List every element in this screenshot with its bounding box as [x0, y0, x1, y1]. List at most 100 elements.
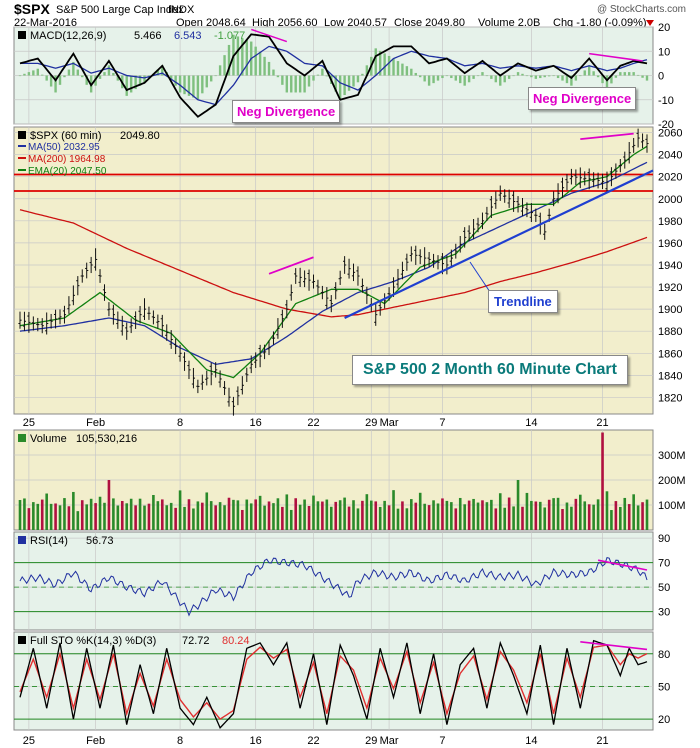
macd-histogram-bar — [325, 75, 329, 77]
volume-bar — [356, 508, 360, 530]
volume-bar — [574, 498, 578, 530]
volume-bar — [641, 502, 644, 530]
neg-divergence-callout-2: Neg Divergence — [528, 87, 637, 110]
volume-bar — [258, 495, 262, 530]
symbol: $SPX — [14, 1, 50, 17]
trendline — [344, 169, 654, 319]
macd-histogram-bar — [169, 75, 173, 79]
volume-bar — [241, 509, 244, 530]
macd-histogram-bar — [49, 75, 53, 87]
volume-bar — [165, 505, 169, 530]
macd-histogram-bar — [161, 65, 164, 76]
volume-bar — [343, 497, 346, 530]
volume-bar — [63, 498, 66, 530]
macd-histogram-bar — [290, 75, 293, 93]
volume-label: Volume — [30, 433, 67, 445]
macd-histogram-bar — [570, 75, 573, 86]
y-tick-label: 1820 — [658, 392, 682, 404]
ema20-line — [19, 145, 648, 379]
volume-bar — [503, 507, 507, 530]
volume-bar — [472, 498, 475, 530]
volume-bar — [352, 500, 355, 530]
ohlc-high: High 2056.60 — [252, 17, 317, 29]
chart-title-callout: S&P 500 2 Month 60 Minute Chart — [352, 355, 628, 385]
macd-histogram-bar — [454, 75, 457, 81]
x-tick-label: 25 — [23, 417, 35, 429]
macd-histogram-bar — [210, 75, 213, 82]
macd-histogram-bar — [556, 75, 560, 79]
macd-histogram-bar — [574, 75, 578, 81]
volume-bar — [410, 499, 413, 530]
price-last: 2049.80 — [120, 130, 160, 142]
macd-histogram-bar — [134, 75, 137, 90]
macd-histogram-bar — [632, 72, 635, 76]
volume-value: 105,530,216 — [76, 433, 137, 445]
macd-histogram-bar — [187, 75, 191, 96]
y-tick-label: 20 — [658, 714, 670, 726]
volume-bar — [338, 500, 342, 530]
macd-histogram-bar — [378, 50, 382, 76]
macd-histogram-bar — [628, 72, 631, 76]
volume-bar — [294, 498, 298, 530]
volume-bar — [334, 501, 338, 530]
y-tick-label: 50 — [658, 681, 670, 693]
volume-bar — [361, 500, 364, 530]
macd-histogram-bar — [396, 61, 400, 76]
rsi-line — [19, 556, 648, 617]
volume-bar — [530, 500, 533, 530]
volume-bar — [610, 510, 613, 530]
x-tick-label: 8 — [177, 735, 183, 747]
volume-bar — [583, 501, 587, 530]
macd-histogram-bar — [281, 75, 284, 85]
macd-histogram-bar — [298, 75, 302, 93]
volume-bar — [454, 508, 458, 530]
macd-histogram-bar — [129, 75, 133, 93]
volume-bar — [272, 503, 275, 530]
rsi-legend-swatch — [18, 536, 26, 544]
volume-bar — [441, 498, 444, 530]
volume-bar — [94, 503, 97, 530]
macd-histogram-bar — [201, 75, 204, 94]
macd-histogram-bar — [530, 75, 533, 78]
price-divergence-line — [268, 256, 314, 275]
macd-histogram-bar — [561, 75, 564, 81]
macd-histogram-bar — [112, 72, 115, 76]
x-tick-label: 21 — [596, 417, 608, 429]
volume-bar — [116, 505, 120, 530]
macd-histogram-bar — [521, 73, 524, 76]
macd-histogram-bar — [641, 75, 644, 78]
macd-histogram-bar — [481, 72, 484, 76]
volume-bar — [214, 505, 217, 530]
price-legend-swatch — [18, 131, 26, 139]
macd-histogram-bar — [427, 75, 431, 86]
rsi-value: 56.73 — [86, 535, 114, 547]
volume-bar — [254, 499, 257, 530]
y-tick-label: 300M — [658, 450, 686, 462]
volume-bar — [174, 507, 177, 530]
macd-histogram-bar — [303, 75, 306, 93]
volume-bar — [285, 494, 289, 530]
macd-histogram-bar — [125, 75, 128, 96]
macd-histogram-bar — [485, 75, 489, 77]
macd-histogram-bar — [174, 75, 177, 86]
macd-histogram-bar — [85, 75, 88, 85]
volume-bar — [18, 500, 22, 530]
macd-histogram-bar — [361, 73, 364, 76]
x-tick-label: Feb — [86, 417, 105, 429]
macd-histogram-bar — [45, 75, 48, 81]
macd-histogram-bar — [316, 74, 320, 76]
macd-histogram-bar — [490, 75, 493, 79]
y-tick-label: 10 — [658, 46, 670, 58]
volume-bar — [321, 501, 324, 530]
x-tick-label: 22 — [307, 735, 319, 747]
volume-bar — [396, 508, 400, 530]
volume-bar — [89, 498, 93, 530]
x-tick-label: 29 — [365, 417, 377, 429]
ma50-label: MA(50) 2032.95 — [28, 142, 100, 153]
volume-bar — [209, 501, 213, 530]
macd-histogram-bar — [419, 75, 422, 78]
volume-bar — [67, 506, 71, 530]
macd-histogram-bar — [27, 72, 31, 76]
volume-bar — [512, 506, 515, 530]
macd-histogram-bar — [223, 55, 226, 76]
